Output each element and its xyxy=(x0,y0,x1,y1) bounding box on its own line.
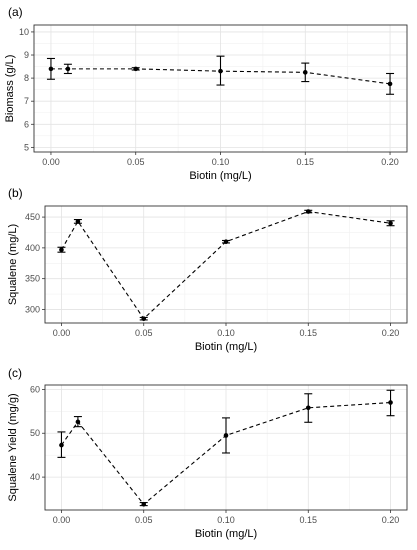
x-tick-label: 0.20 xyxy=(382,515,400,525)
data-point xyxy=(75,219,81,224)
data-point xyxy=(218,68,223,74)
y-tick-label: 8 xyxy=(24,73,29,83)
y-axis-title: Squalene (mg/L) xyxy=(7,224,19,305)
y-tick-label: 60 xyxy=(30,384,40,394)
y-tick-label: 350 xyxy=(25,274,40,284)
x-tick-label: 0.10 xyxy=(217,328,235,338)
x-tick-label: 0.00 xyxy=(53,328,71,338)
y-tick-label: 450 xyxy=(25,212,40,222)
y-tick-label: 6 xyxy=(24,119,29,129)
x-tick-label: 0.10 xyxy=(212,157,230,167)
x-tick-label: 0.05 xyxy=(135,328,153,338)
data-point xyxy=(388,400,393,405)
data-point xyxy=(59,247,64,253)
panel-label: (a) xyxy=(8,5,23,19)
x-axis-title: Biotin (mg/L) xyxy=(189,170,251,182)
series-line xyxy=(60,210,391,320)
x-tick-label: 0.05 xyxy=(135,515,153,525)
data-point xyxy=(75,419,81,425)
y-tick-label: 10 xyxy=(19,27,29,37)
x-tick-label: 0.00 xyxy=(53,515,71,525)
y-tick-label: 400 xyxy=(25,243,40,253)
series-line xyxy=(61,401,391,506)
data-point xyxy=(133,66,139,72)
y-tick-label: 40 xyxy=(30,472,40,482)
x-tick-label: 0.00 xyxy=(42,157,60,167)
panel-2: 0.00 0.05 0.10 0.15 0.20 300 350 400 450 Biotin (… xyxy=(7,186,408,353)
y-axis-title: Squalene Yield (mg/g) xyxy=(7,393,19,501)
data-point xyxy=(305,209,311,214)
x-axis-title: Biotin (mg/L) xyxy=(195,341,257,353)
y-tick-label: 50 xyxy=(30,428,40,438)
data-point xyxy=(387,81,393,87)
x-tick-label: 0.05 xyxy=(127,157,145,167)
data-point xyxy=(59,442,64,448)
x-tick-label: 0.15 xyxy=(300,515,318,525)
data-point xyxy=(48,66,54,72)
data-point xyxy=(223,239,229,245)
y-tick-label: 7 xyxy=(24,96,29,106)
data-point xyxy=(141,501,147,507)
x-tick-label: 0.10 xyxy=(217,515,235,525)
data-point xyxy=(65,66,71,72)
panel-label: (b) xyxy=(8,186,23,200)
panel-1: 0.00 0.05 0.10 0.15 0.20 5 6 7 8 9 10 Biotin (mg/L)… xyxy=(4,5,408,182)
x-tick-label: 0.20 xyxy=(381,157,399,167)
y-axis-title: Biomass (g/L) xyxy=(4,55,16,123)
panel-label: (c) xyxy=(8,366,22,380)
data-point xyxy=(388,220,393,226)
y-tick-label: 9 xyxy=(24,50,29,60)
panel-3: 0.00 0.05 0.10 0.15 0.20 40 50 60 Biotin (mg/L) S… xyxy=(7,366,408,540)
data-point xyxy=(305,405,311,411)
x-tick-label: 0.15 xyxy=(300,328,318,338)
data-point xyxy=(141,316,147,321)
data-point xyxy=(223,433,229,438)
data-point xyxy=(302,70,308,75)
y-tick-label: 300 xyxy=(25,304,40,314)
series-line xyxy=(50,68,391,85)
y-tick-label: 5 xyxy=(24,142,29,152)
x-tick-label: 0.15 xyxy=(297,157,315,167)
x-axis-title: Biotin (mg/L) xyxy=(195,528,257,540)
x-tick-label: 0.20 xyxy=(382,328,400,338)
